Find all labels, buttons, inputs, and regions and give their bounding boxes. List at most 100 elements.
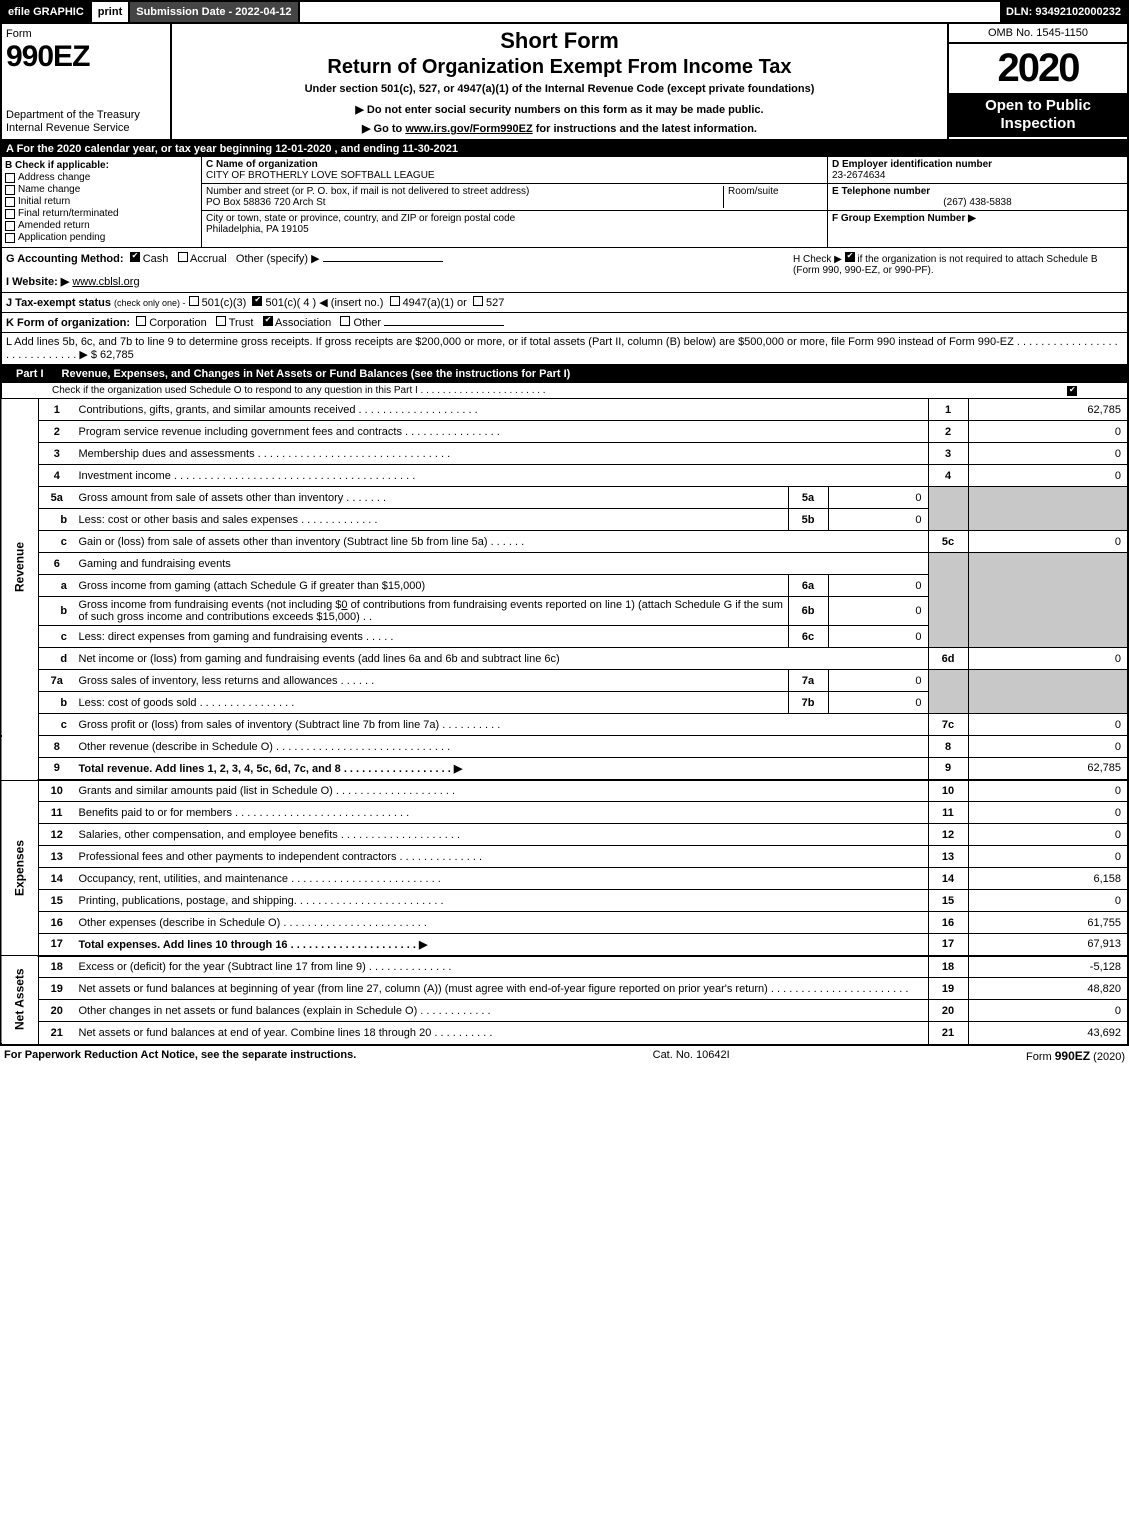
opt-501c: 501(c)( 4 ) ◀ (insert no.) (265, 297, 383, 309)
box-g: G Accounting Method: Cash Accrual Other … (6, 252, 773, 265)
line-7c-desc: Gross profit or (loss) from sales of inv… (75, 714, 929, 736)
other-label: Other (specify) ▶ (236, 253, 320, 265)
opt-association: Association (275, 317, 331, 329)
opt-trust: Trust (229, 317, 254, 329)
form-title-1: Short Form (180, 28, 939, 54)
accrual-label: Accrual (190, 253, 227, 265)
box-e-label: E Telephone number (832, 186, 930, 197)
part-i-num: Part I (8, 368, 52, 380)
dln-label: DLN: 93492102000232 (1000, 2, 1127, 22)
box-d-label: D Employer identification number (832, 159, 992, 170)
grey-6v (968, 553, 1128, 648)
box-b-header: B Check if applicable: (5, 160, 198, 171)
chk-address-change[interactable] (5, 173, 15, 183)
chk-final-return[interactable] (5, 209, 15, 219)
expenses-side-label: Expenses (1, 780, 39, 956)
line-18-num: 18 (39, 956, 75, 978)
line-6a-desc: Gross income from gaming (attach Schedul… (75, 575, 789, 597)
line-13-num: 13 (39, 846, 75, 868)
chk-527[interactable] (473, 296, 483, 306)
net-assets-side-label: Net Assets (1, 956, 39, 1044)
top-bar: efile GRAPHIC print Submission Date - 20… (0, 0, 1129, 24)
line-6c-num: c (39, 626, 75, 648)
chk-schedule-o[interactable] (1067, 386, 1077, 396)
phone-value: (267) 438-5838 (832, 197, 1123, 208)
line-8-ref: 8 (928, 736, 968, 758)
chk-name-change[interactable] (5, 185, 15, 195)
line-5a-iref: 5a (788, 487, 828, 509)
tax-year: 2020 (949, 44, 1127, 93)
line-14-num: 14 (39, 868, 75, 890)
line-16-num: 16 (39, 912, 75, 934)
chk-application-pending[interactable] (5, 233, 15, 243)
line-20-val: 0 (968, 1000, 1128, 1022)
line-17-desc: Total expenses. Add lines 10 through 16 … (75, 934, 929, 956)
line-6d-ref: 6d (928, 648, 968, 670)
form-subtitle-2: ▶ Do not enter social security numbers o… (180, 103, 939, 116)
line-9-desc: Total revenue. Add lines 1, 2, 3, 4, 5c,… (75, 758, 929, 780)
chk-association[interactable] (263, 316, 273, 326)
line-21-desc: Net assets or fund balances at end of ye… (75, 1022, 929, 1044)
form-header: Form 990EZ Department of the Treasury In… (0, 24, 1129, 141)
line-5c-ref: 5c (928, 531, 968, 553)
line-7c-ref: 7c (928, 714, 968, 736)
chk-amended-return[interactable] (5, 221, 15, 231)
line-5b-desc: Less: cost or other basis and sales expe… (75, 509, 789, 531)
line-10-num: 10 (39, 780, 75, 802)
line-9-val: 62,785 (968, 758, 1128, 780)
chk-accrual[interactable] (178, 252, 188, 262)
box-j-label: J Tax-exempt status (6, 297, 111, 309)
chk-4947[interactable] (390, 296, 400, 306)
line-7a-desc: Gross sales of inventory, less returns a… (75, 670, 789, 692)
chk-corporation[interactable] (136, 316, 146, 326)
org-city: Philadelphia, PA 19105 (206, 224, 309, 235)
chk-schedule-b[interactable] (845, 252, 855, 262)
open-public-badge: Open to Public Inspection (949, 93, 1127, 137)
line-8-desc: Other revenue (describe in Schedule O) .… (75, 736, 929, 758)
line-18-desc: Excess or (deficit) for the year (Subtra… (75, 956, 929, 978)
print-button[interactable]: print (92, 2, 130, 22)
line-16-desc: Other expenses (describe in Schedule O) … (75, 912, 929, 934)
footer-right: Form 990EZ (2020) (1026, 1049, 1125, 1063)
line-7a-num: 7a (39, 670, 75, 692)
line-19-ref: 19 (928, 978, 968, 1000)
box-g-label: G Accounting Method: (6, 253, 124, 265)
line-6a-num: a (39, 575, 75, 597)
chk-trust[interactable] (216, 316, 226, 326)
line-13-val: 0 (968, 846, 1128, 868)
line-6b-iref: 6b (788, 597, 828, 626)
chk-cash[interactable] (130, 252, 140, 262)
website-value[interactable]: www.cblsl.org (72, 276, 139, 288)
line-10-desc: Grants and similar amounts paid (list in… (75, 780, 929, 802)
line-6b-ival: 0 (828, 597, 928, 626)
opt-527: 527 (486, 297, 504, 309)
line-9-num: 9 (39, 758, 75, 780)
footer-mid: Cat. No. 10642I (653, 1049, 730, 1063)
org-name: CITY OF BROTHERLY LOVE SOFTBALL LEAGUE (206, 170, 435, 181)
line-5c-val: 0 (968, 531, 1128, 553)
other-org-input[interactable] (384, 325, 504, 326)
line-15-val: 0 (968, 890, 1128, 912)
line-12-desc: Salaries, other compensation, and employ… (75, 824, 929, 846)
line-6b-amount: 0 (341, 599, 347, 611)
chk-501c[interactable] (252, 296, 262, 306)
chk-other-org[interactable] (340, 316, 350, 326)
chk-501c3[interactable] (189, 296, 199, 306)
revenue-side-label: Revenue (1, 399, 39, 736)
header-right: OMB No. 1545-1150 2020 Open to Public In… (947, 24, 1127, 139)
box-f-label: F Group Exemption Number ▶ (832, 213, 976, 224)
line-3-desc: Membership dues and assessments . . . . … (75, 443, 929, 465)
box-l-value: $ 62,785 (91, 349, 134, 361)
line-14-val: 6,158 (968, 868, 1128, 890)
part-i-sub-text: Check if the organization used Schedule … (52, 385, 546, 396)
line-2-num: 2 (39, 421, 75, 443)
irs-link[interactable]: www.irs.gov/Form990EZ (405, 123, 532, 135)
header-left: Form 990EZ Department of the Treasury In… (2, 24, 172, 139)
line-11-val: 0 (968, 802, 1128, 824)
line-11-desc: Benefits paid to or for members . . . . … (75, 802, 929, 824)
chk-label-5: Application pending (18, 232, 105, 243)
line-20-desc: Other changes in net assets or fund bala… (75, 1000, 929, 1022)
other-input[interactable] (323, 261, 443, 262)
line-6c-ival: 0 (828, 626, 928, 648)
chk-initial-return[interactable] (5, 197, 15, 207)
